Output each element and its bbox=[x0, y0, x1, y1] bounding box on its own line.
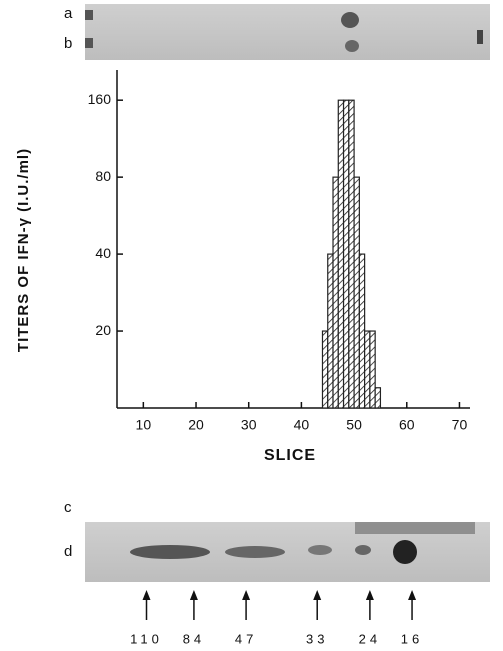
bottom-gel bbox=[85, 522, 490, 582]
gel-lane-label: c bbox=[64, 499, 72, 516]
y-tick-label: 160 bbox=[88, 91, 112, 107]
gel-band bbox=[308, 545, 332, 555]
gel-band bbox=[345, 40, 359, 52]
marker-label: 33 bbox=[306, 631, 328, 646]
y-tick-label: 40 bbox=[95, 245, 111, 261]
x-tick-label: 40 bbox=[294, 417, 310, 433]
marker-label: 47 bbox=[235, 631, 257, 646]
y-tick-label: 80 bbox=[95, 168, 111, 184]
bar bbox=[353, 176, 360, 409]
marker-label: 110 bbox=[130, 631, 163, 646]
gel-band bbox=[85, 38, 93, 48]
marker-label: 24 bbox=[359, 631, 381, 646]
marker-label: 16 bbox=[401, 631, 423, 646]
x-axis-label: SLICE bbox=[264, 447, 316, 464]
top-gel bbox=[85, 4, 490, 60]
x-tick-label: 60 bbox=[399, 417, 415, 433]
gel-background bbox=[85, 4, 490, 60]
bar bbox=[374, 387, 382, 409]
gel-lane-label: a bbox=[64, 5, 73, 22]
y-tick-label: 20 bbox=[95, 322, 111, 338]
bar bbox=[364, 330, 371, 409]
marker-arrowhead bbox=[189, 590, 198, 600]
gel-lane-label: d bbox=[64, 543, 72, 560]
marker-arrowhead bbox=[313, 590, 322, 600]
x-tick-label: 30 bbox=[241, 417, 257, 433]
bar bbox=[332, 176, 339, 409]
marker-arrowhead bbox=[142, 590, 151, 600]
bar bbox=[348, 99, 355, 409]
gel-band bbox=[341, 12, 359, 28]
gel-band bbox=[225, 546, 285, 558]
bar bbox=[369, 330, 376, 409]
x-tick-label: 20 bbox=[188, 417, 204, 433]
x-tick-label: 10 bbox=[136, 417, 152, 433]
bar bbox=[327, 253, 334, 409]
marker-label: 84 bbox=[183, 631, 205, 646]
bar bbox=[342, 99, 350, 409]
bar bbox=[337, 99, 345, 409]
gel-band bbox=[85, 10, 93, 20]
bar bbox=[321, 330, 329, 409]
y-axis-label: TITERS OF IFN-γ (I.U./ml) bbox=[15, 148, 32, 352]
gel-lane-label: b bbox=[64, 35, 72, 52]
gel-band bbox=[355, 545, 371, 555]
gel-band bbox=[355, 522, 475, 534]
marker-arrowhead bbox=[242, 590, 251, 600]
gel-band bbox=[393, 540, 417, 564]
x-tick-label: 70 bbox=[452, 417, 468, 433]
gel-band bbox=[130, 545, 210, 559]
x-tick-label: 50 bbox=[346, 417, 362, 433]
marker-arrowhead bbox=[408, 590, 417, 600]
gel-band bbox=[477, 30, 483, 44]
marker-arrowhead bbox=[365, 590, 374, 600]
bar bbox=[358, 253, 366, 409]
